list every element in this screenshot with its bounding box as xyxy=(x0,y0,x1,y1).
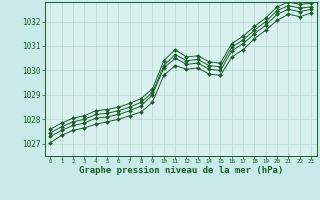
X-axis label: Graphe pression niveau de la mer (hPa): Graphe pression niveau de la mer (hPa) xyxy=(79,166,283,175)
